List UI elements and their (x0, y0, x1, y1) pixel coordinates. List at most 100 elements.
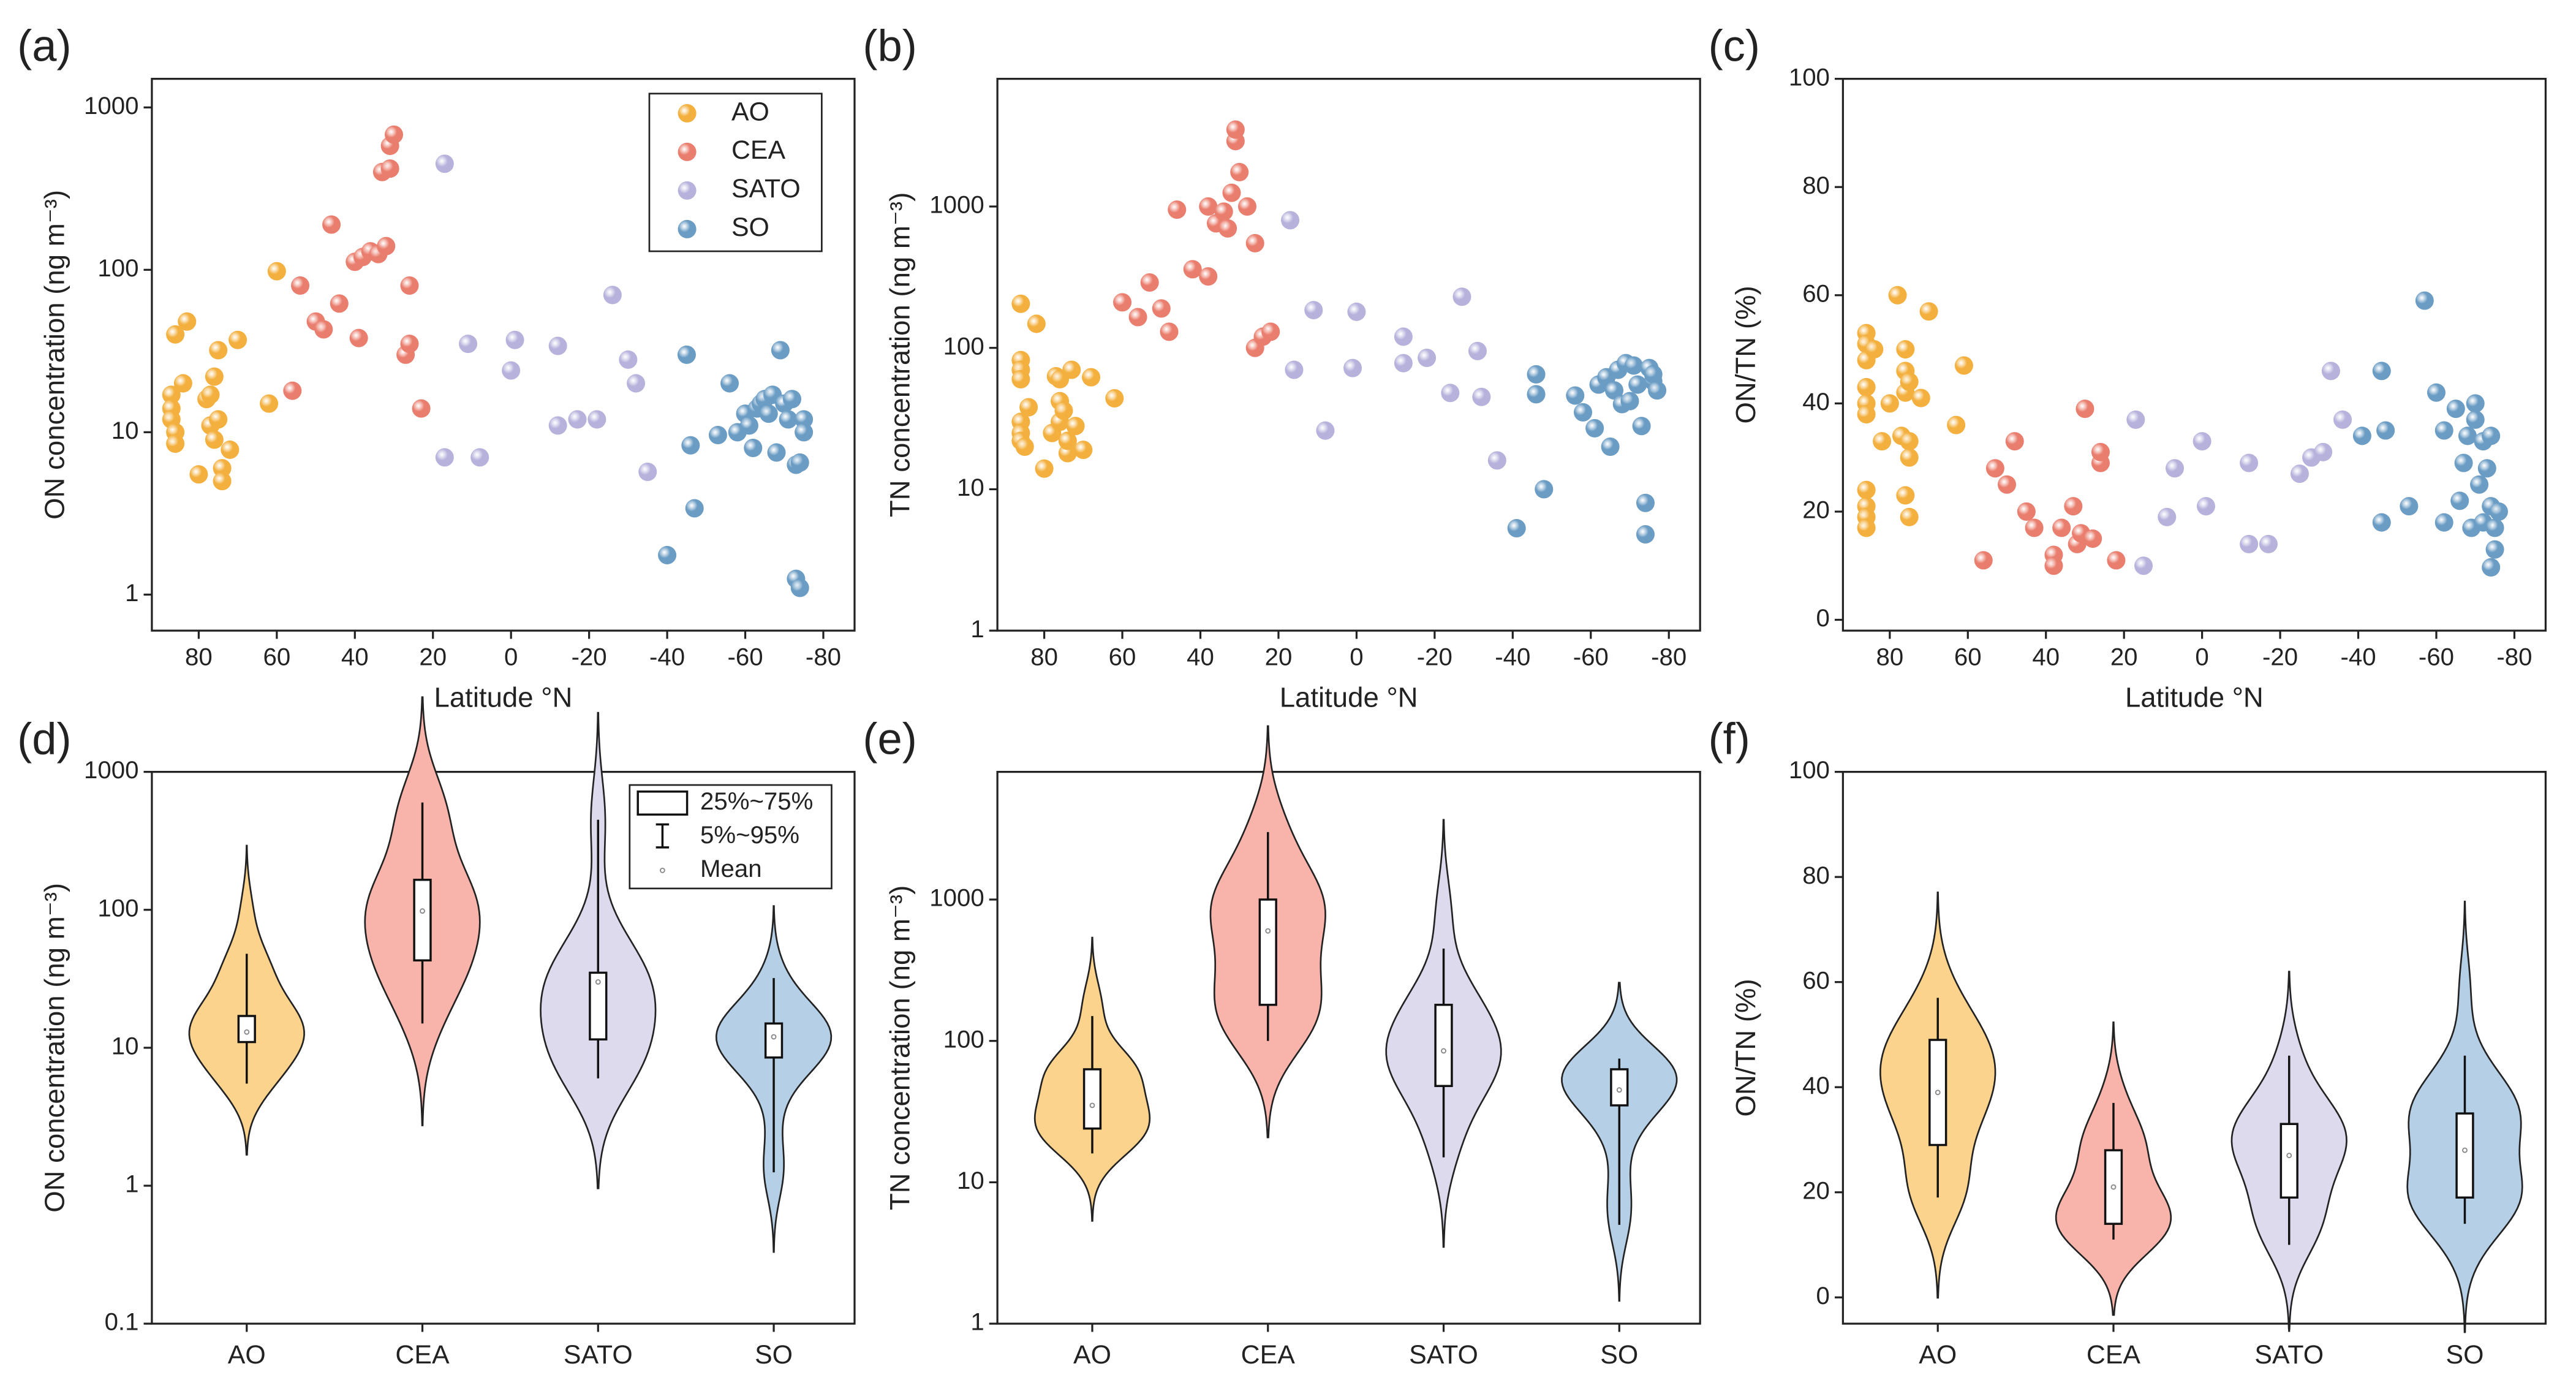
y-tick-label: 1000 (929, 884, 984, 912)
x-tick-label: -80 (806, 643, 841, 670)
scatter-point (2450, 491, 2469, 510)
x-tick-label: SATO (2254, 1340, 2324, 1370)
mean-marker (1089, 1102, 1095, 1109)
y-tick-label: 100 (97, 254, 138, 282)
scatter-point (1954, 356, 1973, 375)
x-tick-label: SATO (564, 1340, 633, 1370)
scatter-point (619, 350, 638, 369)
x-tick-label: 60 (263, 643, 290, 670)
legend-label: Mean (700, 855, 762, 882)
scatter-point (603, 286, 622, 305)
scatter-point (2427, 383, 2446, 402)
scatter-point (283, 381, 302, 400)
legend-marker (678, 219, 697, 238)
mean-marker (771, 1034, 777, 1040)
x-tick-label: CEA (395, 1340, 450, 1370)
legend-marker (678, 181, 697, 200)
scatter-point (1226, 120, 1245, 139)
y-tick-label: 60 (1802, 966, 1830, 994)
x-tick-label: 80 (1030, 643, 1058, 670)
scatter-point (1585, 419, 1604, 438)
scatter-point (260, 394, 279, 413)
panel-label: (f) (1709, 714, 1750, 764)
legend-mean-icon (659, 868, 665, 873)
scatter-point (2134, 556, 2153, 575)
scatter-point (1237, 197, 1256, 216)
scatter-point (1160, 322, 1179, 341)
y-tick-label: 100 (943, 1025, 984, 1053)
mean-marker (1935, 1090, 1941, 1096)
plot-frame (996, 771, 1701, 1325)
scatter-point (1105, 388, 1124, 407)
scatter-point (2372, 513, 2391, 532)
scatter-point (1644, 365, 1663, 384)
mean-marker (420, 908, 425, 914)
scatter-point (1974, 551, 1993, 570)
scatter-point (1452, 287, 1471, 306)
scatter-point (1620, 392, 1639, 411)
scatter-point (779, 410, 798, 429)
scatter-point (166, 434, 185, 453)
scatter-point (2400, 497, 2419, 516)
scatter-point (1857, 480, 1876, 499)
scatter-point (384, 125, 404, 144)
x-tick-label: CEA (2087, 1340, 2141, 1370)
scatter-point (221, 440, 240, 459)
scatter-point (548, 416, 567, 435)
x-tick-label: 40 (1187, 643, 1214, 670)
y-tick-label: 20 (1802, 1177, 1830, 1204)
scatter-point (1011, 294, 1030, 313)
scatter-point (2489, 502, 2508, 521)
scatter-point (2477, 459, 2496, 478)
scatter-point (2485, 518, 2504, 537)
scatter-point (1011, 370, 1030, 388)
scatter-point (1919, 302, 1938, 321)
y-tick-label: 100 (97, 894, 138, 922)
scatter-point (1058, 431, 1077, 450)
scatter-point (1027, 314, 1046, 333)
scatter-point (1214, 202, 1233, 221)
scatter-point (2434, 421, 2453, 440)
scatter-point (1888, 286, 1907, 305)
x-tick-label: -60 (2419, 643, 2454, 670)
scatter-point (1441, 384, 1460, 403)
x-tick-label: 0 (504, 643, 518, 670)
scatter-point (1152, 299, 1171, 318)
scatter-point (638, 463, 657, 482)
scatter-point (1245, 233, 1264, 252)
legend-label: SO (731, 213, 769, 242)
scatter-point (267, 262, 286, 281)
scatter-point (1140, 273, 1159, 292)
panel-label: (c) (1709, 21, 1760, 71)
scatter-point (1230, 162, 1249, 181)
scatter-point (1985, 459, 2004, 478)
scatter-point (2158, 507, 2177, 526)
y-tick-label: 100 (1789, 756, 1830, 784)
scatter-point (1054, 401, 1073, 420)
box (2104, 1149, 2123, 1225)
scatter-point (380, 159, 399, 178)
scatter-point (1624, 356, 1643, 375)
scatter-point (2064, 497, 2083, 516)
scatter-point (2083, 529, 2102, 548)
scatter-point (1857, 377, 1876, 396)
scatter-point (2126, 410, 2145, 429)
scatter-point (2470, 475, 2489, 494)
scatter-point (1261, 322, 1280, 341)
scatter-point (435, 448, 454, 467)
scatter-point (2482, 426, 2501, 445)
x-tick-label: AO (1073, 1340, 1111, 1370)
scatter-point (2240, 534, 2259, 553)
legend-box (648, 93, 823, 252)
scatter-point (759, 404, 778, 423)
scatter-point (1082, 368, 1101, 387)
y-tick-label: 10 (957, 474, 984, 501)
box (237, 1015, 256, 1044)
mean-marker (244, 1029, 250, 1035)
x-tick-label: SO (1600, 1340, 1638, 1370)
scatter-point (739, 416, 758, 435)
scatter-point (1601, 437, 1620, 456)
scatter-point (1947, 415, 1966, 434)
x-tick-label: AO (228, 1340, 266, 1370)
y-tick-label: 40 (1802, 1072, 1830, 1099)
